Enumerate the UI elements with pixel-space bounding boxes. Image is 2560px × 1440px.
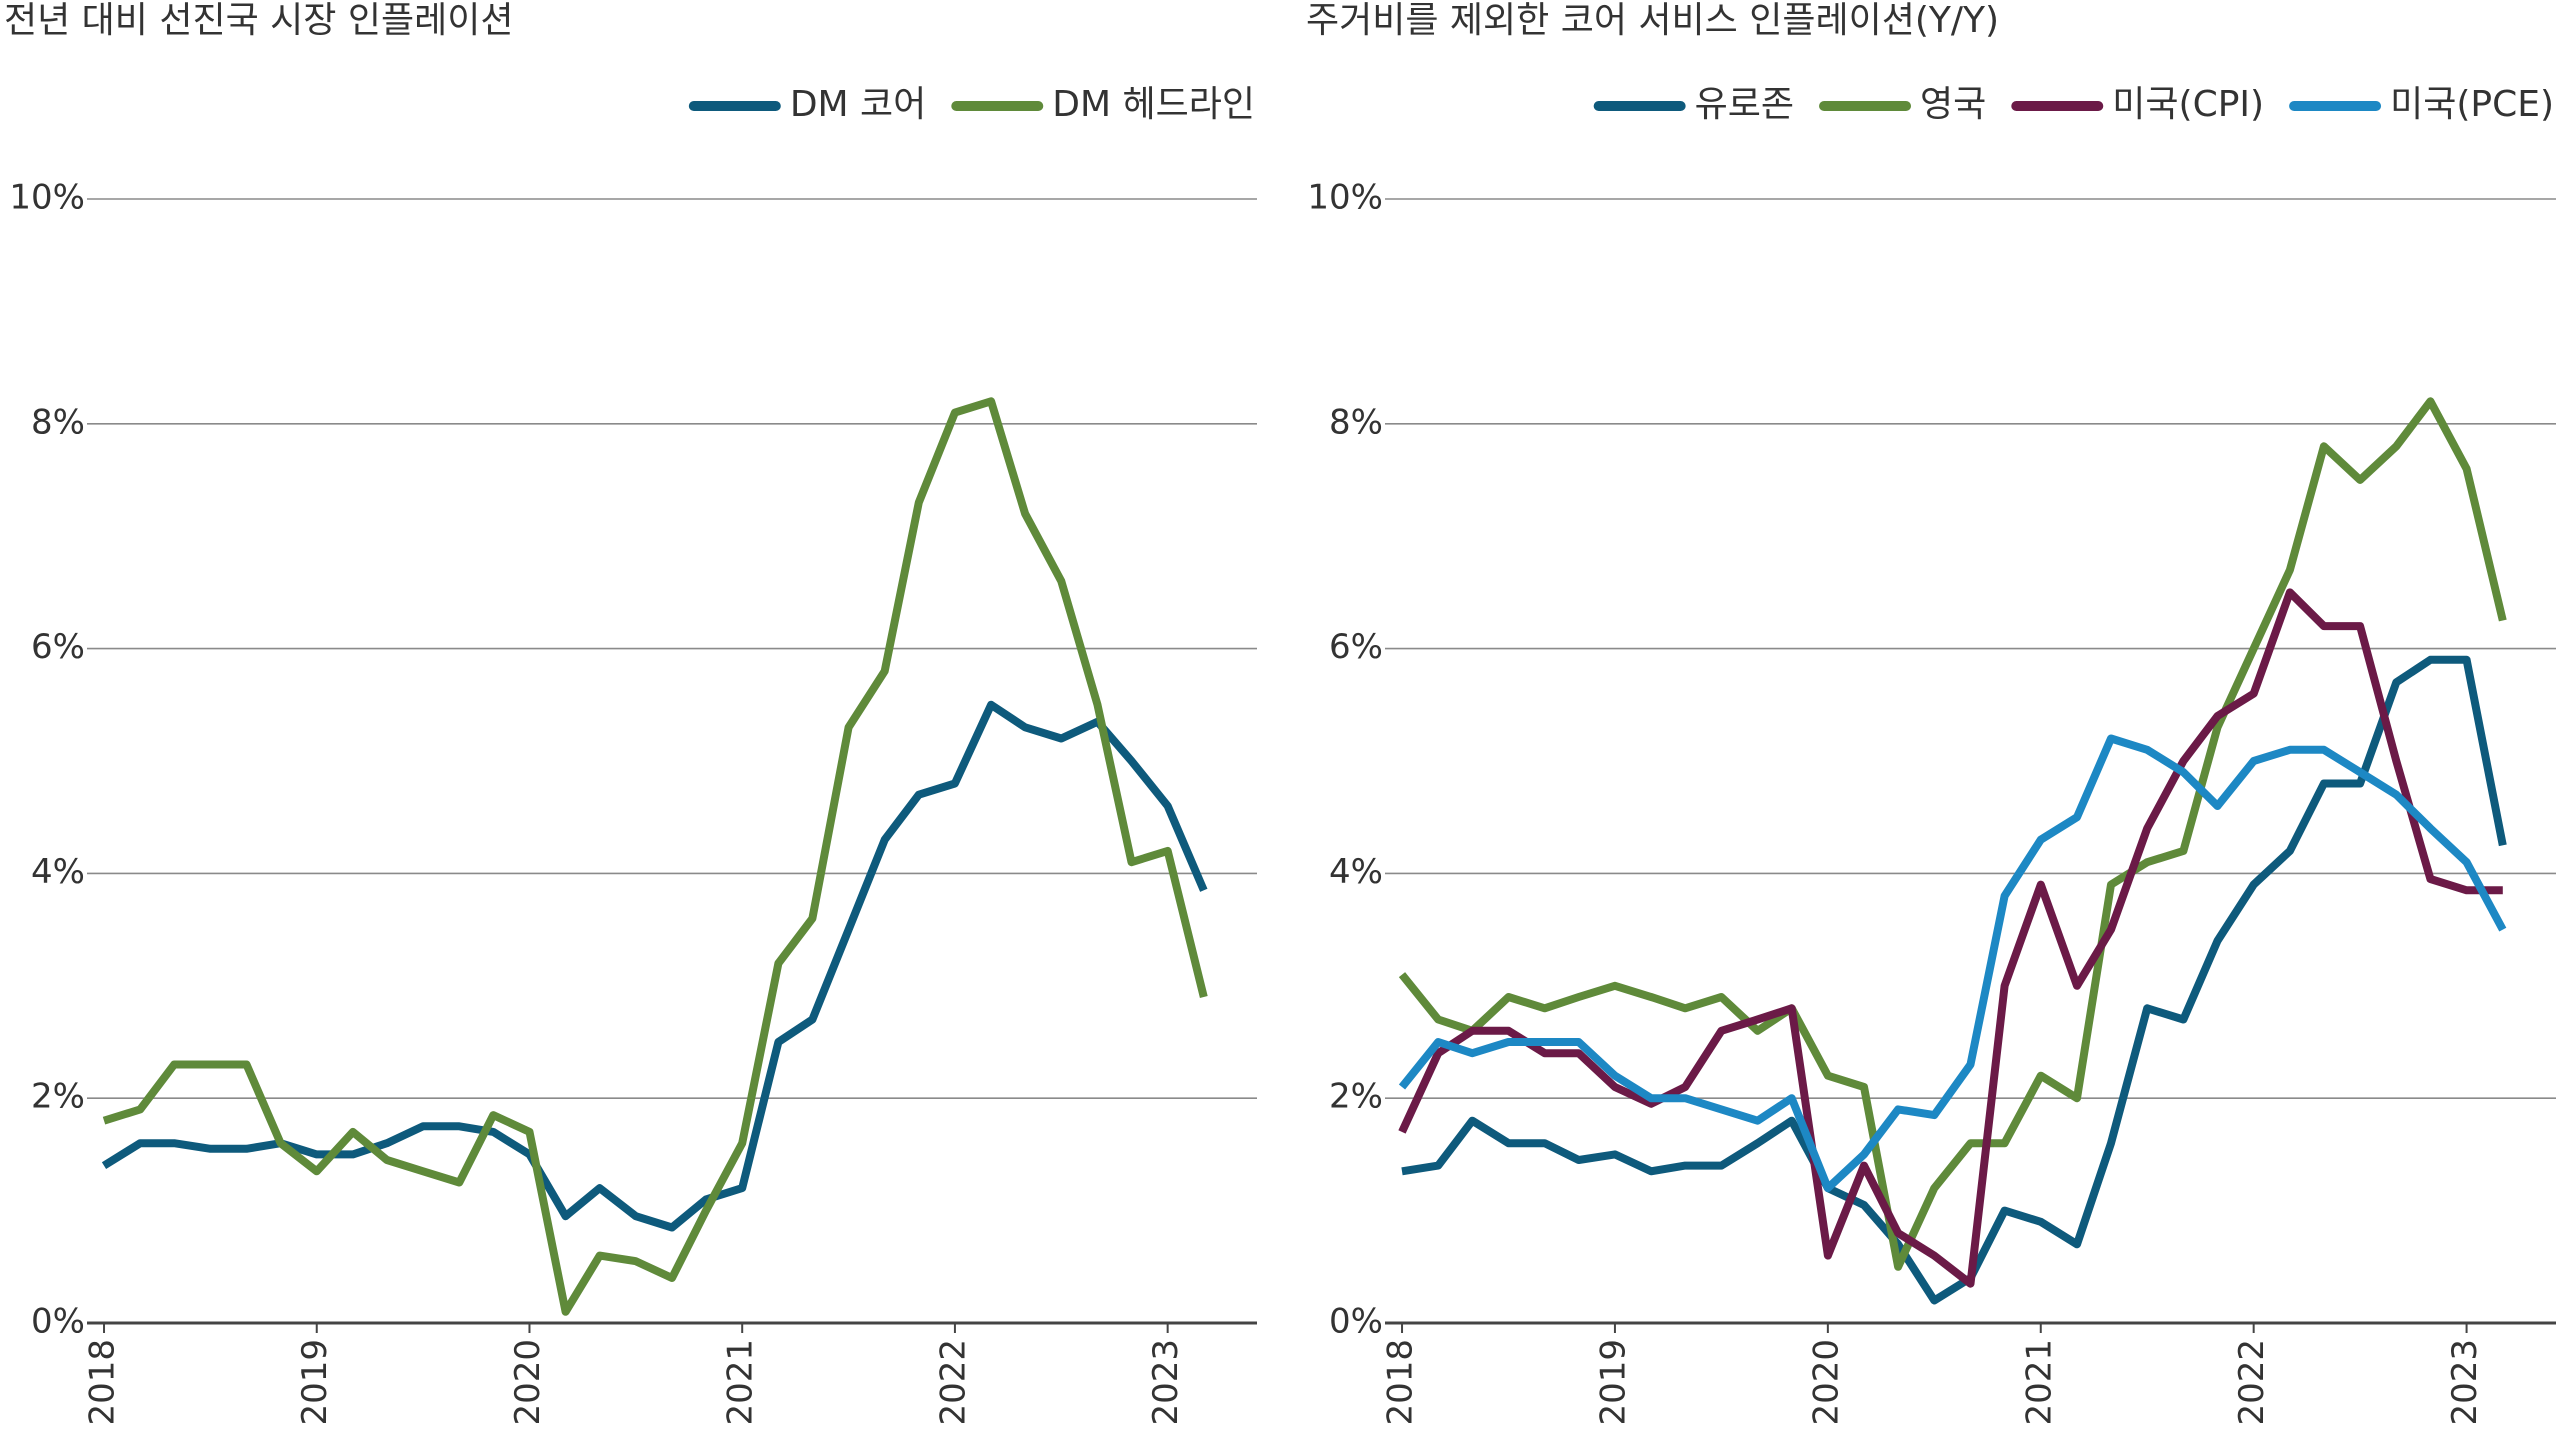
series-line [1398,588,2503,1288]
y-tick-label: 8% [1329,402,1383,442]
x-tick-label: 2019 [1593,1339,1633,1426]
x-tick-label: 2020 [508,1339,548,1426]
chart-title: 전년 대비 선진국 시장 인플레이션 [4,0,513,41]
series-line [102,397,1208,1316]
x-tick-label: 2021 [2019,1339,2059,1426]
y-tick-label: 10% [1307,178,1383,218]
series-line [1398,734,2507,1193]
x-tick-label: 2018 [83,1339,123,1426]
legend-label: DM 헤드라인 [1052,84,1255,125]
legend-label: DM 코어 [790,84,926,125]
y-tick-label: 4% [1329,852,1383,892]
y-tick-label: 10% [9,178,85,218]
x-tick-label: 2020 [1806,1339,1846,1426]
y-tick-label: 0% [1329,1302,1383,1342]
x-tick-label: 2022 [933,1339,973,1426]
y-tick-label: 4% [31,852,85,892]
x-tick-label: 2019 [295,1339,335,1426]
y-tick-label: 8% [31,402,85,442]
series-line [1401,655,2507,1305]
series-line [101,700,1208,1232]
x-tick-label: 2021 [721,1339,761,1426]
y-tick-label: 0% [31,1302,85,1342]
legend-label: 영국 [1920,84,1986,125]
chart-title: 주거비를 제외한 코어 서비스 인플레이션(Y/Y) [1306,0,1999,41]
legend-label: 유로존 [1695,84,1794,125]
series-line [1398,397,2507,1271]
y-tick-label: 6% [1329,627,1383,667]
x-tick-label: 2023 [1146,1339,1186,1426]
y-tick-label: 2% [1329,1077,1383,1117]
x-tick-label: 2022 [2232,1339,2272,1426]
x-tick-label: 2023 [2445,1339,2485,1426]
x-tick-label: 2018 [1381,1339,1421,1426]
legend-label: 미국(CPI) [2112,84,2264,125]
legend-label: 미국(PCE) [2390,84,2554,125]
y-tick-label: 6% [31,627,85,667]
y-tick-label: 2% [31,1077,85,1117]
